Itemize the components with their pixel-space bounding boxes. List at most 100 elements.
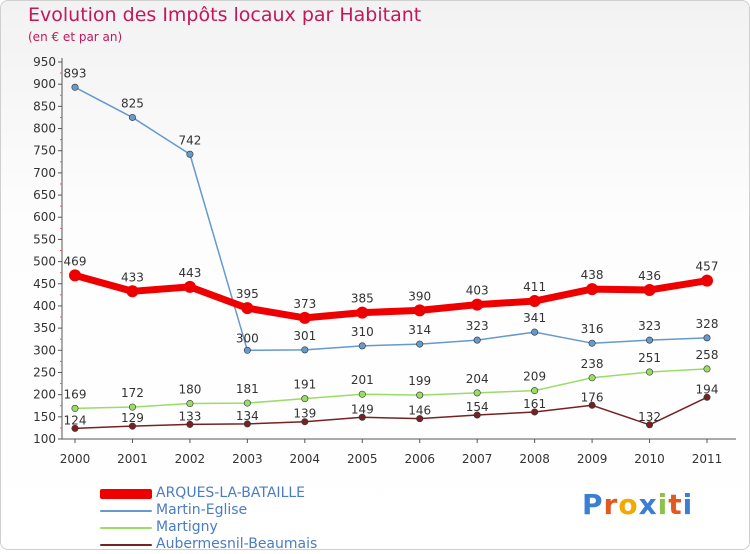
- data-point: [588, 374, 596, 382]
- legend-label: Martigny: [156, 519, 218, 535]
- x-tick-label: 2009: [577, 452, 608, 466]
- data-label: 209: [523, 370, 546, 384]
- data-label: 314: [408, 323, 431, 337]
- data-point: [701, 274, 713, 287]
- data-label: 433: [121, 270, 144, 284]
- x-tick-label: 2010: [634, 452, 665, 466]
- y-tick-label: 800: [33, 122, 56, 136]
- data-label: 194: [696, 382, 719, 396]
- data-label: 146: [408, 404, 431, 418]
- data-point: [301, 346, 309, 354]
- data-point: [301, 395, 309, 403]
- data-point: [703, 365, 711, 373]
- data-label: 411: [523, 280, 546, 294]
- data-label: 180: [178, 383, 201, 397]
- data-point: [243, 346, 251, 354]
- y-tick-label: 950: [33, 55, 56, 69]
- x-tick-label: 2002: [175, 452, 206, 466]
- data-label: 395: [236, 287, 259, 301]
- data-label: 204: [466, 372, 489, 386]
- legend-swatch: [100, 510, 152, 512]
- data-label: 373: [293, 297, 316, 311]
- data-point: [243, 399, 251, 407]
- data-point: [241, 302, 254, 315]
- data-point: [71, 404, 79, 412]
- data-point: [703, 334, 711, 342]
- data-point: [416, 340, 424, 348]
- y-tick-label: 850: [33, 99, 56, 113]
- data-label: 181: [236, 382, 259, 396]
- data-label: 436: [638, 269, 661, 283]
- data-point: [588, 339, 596, 347]
- data-label: 176: [581, 390, 604, 404]
- data-point: [301, 418, 309, 426]
- data-label: 403: [466, 284, 489, 298]
- data-point: [128, 422, 136, 430]
- data-label: 385: [351, 292, 374, 306]
- data-point: [128, 113, 136, 121]
- y-tick-label: 250: [33, 365, 56, 379]
- data-point: [416, 415, 424, 423]
- x-tick-label: 2008: [519, 452, 550, 466]
- y-tick-label: 150: [33, 410, 56, 424]
- legend-label: ARQUES-LA-BATAILLE: [156, 485, 306, 501]
- data-point: [358, 342, 366, 350]
- data-point: [358, 390, 366, 398]
- data-point: [473, 411, 481, 419]
- data-point: [646, 368, 654, 376]
- data-label: 251: [638, 351, 661, 365]
- data-point: [528, 295, 541, 308]
- data-point: [531, 408, 539, 416]
- data-label: 328: [696, 317, 719, 331]
- x-tick-label: 2003: [232, 452, 263, 466]
- y-tick-label: 400: [33, 299, 56, 313]
- y-tick-label: 200: [33, 388, 56, 402]
- y-tick-label: 600: [33, 210, 56, 224]
- y-tick-label: 500: [33, 255, 56, 269]
- y-tick-label: 750: [33, 144, 56, 158]
- series-line: [74, 86, 708, 352]
- x-tick-label: 2011: [692, 452, 723, 466]
- data-label: 132: [638, 410, 661, 424]
- x-tick-label: 2001: [117, 452, 148, 466]
- y-tick-label: 900: [33, 77, 56, 91]
- data-label: 300: [236, 331, 259, 345]
- data-point: [413, 304, 426, 317]
- data-point: [531, 328, 539, 336]
- series-line: [74, 368, 708, 410]
- data-label: 301: [293, 329, 316, 343]
- data-label: 443: [178, 266, 201, 280]
- legend-swatch: [100, 527, 152, 529]
- data-point: [128, 403, 136, 411]
- data-label: 133: [178, 409, 201, 423]
- data-point: [71, 424, 79, 432]
- y-tick-label: 700: [33, 166, 56, 180]
- data-label: 893: [64, 66, 87, 80]
- data-point: [298, 311, 311, 324]
- series-line: [74, 396, 708, 430]
- data-label: 316: [581, 322, 604, 336]
- legend-swatch: [100, 489, 152, 499]
- y-tick-label: 350: [33, 321, 56, 335]
- data-point: [186, 150, 194, 158]
- data-point: [646, 421, 654, 429]
- data-point: [183, 280, 196, 293]
- data-label: 161: [523, 397, 546, 411]
- data-label: 390: [408, 289, 431, 303]
- data-label: 258: [696, 348, 719, 362]
- data-point: [126, 285, 139, 298]
- data-label: 341: [523, 311, 546, 325]
- data-label: 172: [121, 386, 144, 400]
- data-label: 129: [121, 411, 144, 425]
- x-tick-label: 2007: [462, 452, 493, 466]
- data-point: [356, 306, 369, 319]
- data-label: 134: [236, 409, 259, 423]
- data-label: 457: [696, 260, 719, 274]
- chart-title: Evolution des Impôts locaux par Habitant: [28, 4, 422, 26]
- chart-subtitle: (en € et par an): [28, 30, 123, 44]
- data-label: 201: [351, 373, 374, 387]
- data-label: 438: [581, 268, 604, 282]
- legend-label: Martin-Eglise: [156, 502, 248, 518]
